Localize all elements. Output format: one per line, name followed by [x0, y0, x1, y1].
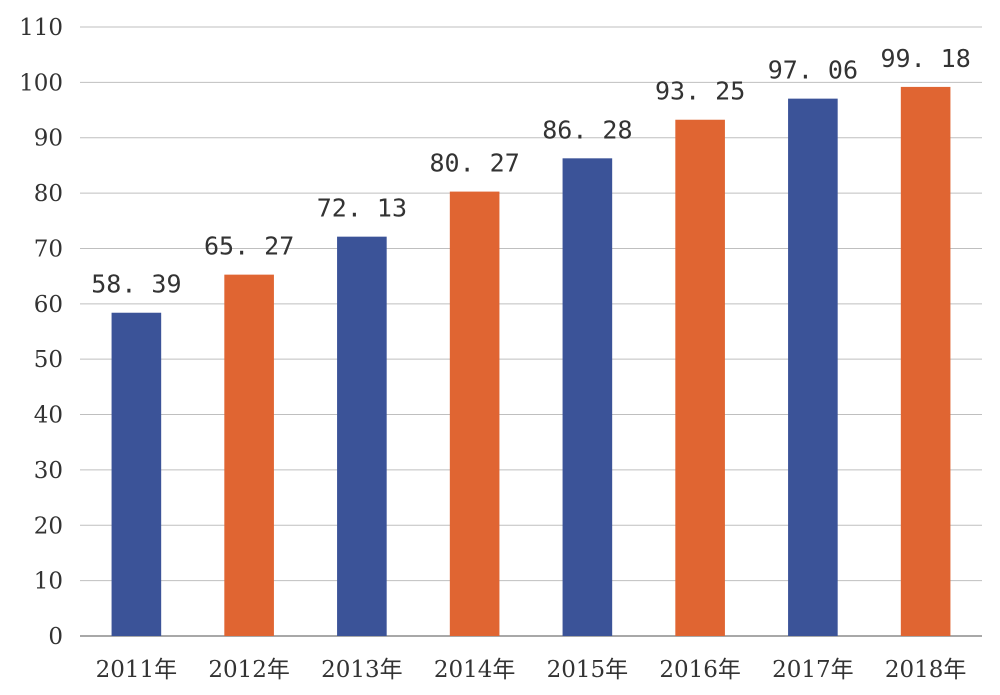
data-label: 86. 28	[542, 115, 632, 144]
data-label: 72. 13	[317, 194, 407, 223]
data-labels: 58. 39 65. 27 72. 13 80. 27 86. 28 93. 25 97. …	[91, 44, 971, 299]
x-tick-label: 2015年	[547, 657, 629, 683]
y-tick-label: 110	[19, 15, 63, 41]
y-axis: 0 10 20 30 40 50 60 70 80 90 100 110	[19, 15, 63, 650]
y-tick-label: 90	[34, 126, 63, 152]
bar	[449, 191, 500, 637]
data-label: 93. 25	[655, 77, 745, 106]
x-tick-label: 2017年	[772, 657, 854, 683]
data-label: 58. 39	[91, 270, 181, 299]
x-tick-label: 2013年	[321, 657, 403, 683]
bar	[337, 236, 387, 636]
data-label: 97. 06	[768, 56, 858, 85]
bars	[111, 86, 951, 637]
y-tick-label: 20	[34, 513, 63, 539]
y-tick-label: 30	[34, 458, 63, 484]
y-tick-label: 70	[34, 236, 63, 262]
data-label: 80. 27	[429, 149, 519, 178]
gridlines	[80, 26, 982, 637]
y-tick-label: 60	[34, 292, 63, 318]
x-tick-label: 2012年	[208, 657, 290, 683]
bar	[788, 98, 838, 636]
bar	[900, 86, 951, 637]
y-tick-label: 100	[19, 70, 63, 96]
x-tick-label: 2011年	[96, 657, 178, 683]
x-tick-label: 2018年	[885, 657, 967, 683]
y-tick-label: 50	[34, 347, 63, 373]
x-tick-label: 2014年	[434, 657, 516, 683]
x-tick-label: 2016年	[659, 657, 741, 683]
data-label: 65. 27	[204, 232, 294, 261]
y-tick-label: 0	[48, 624, 63, 650]
data-label: 99. 18	[880, 44, 970, 73]
bar	[224, 274, 274, 636]
y-tick-label: 10	[34, 569, 63, 595]
y-tick-label: 40	[34, 403, 63, 429]
x-axis: 2011年 2012年 2013年 2014年 2015年 2016年 2017年 2018年	[96, 657, 967, 683]
bar	[111, 312, 162, 636]
y-tick-label: 80	[34, 181, 63, 207]
bar	[562, 158, 613, 636]
bar	[675, 119, 725, 637]
